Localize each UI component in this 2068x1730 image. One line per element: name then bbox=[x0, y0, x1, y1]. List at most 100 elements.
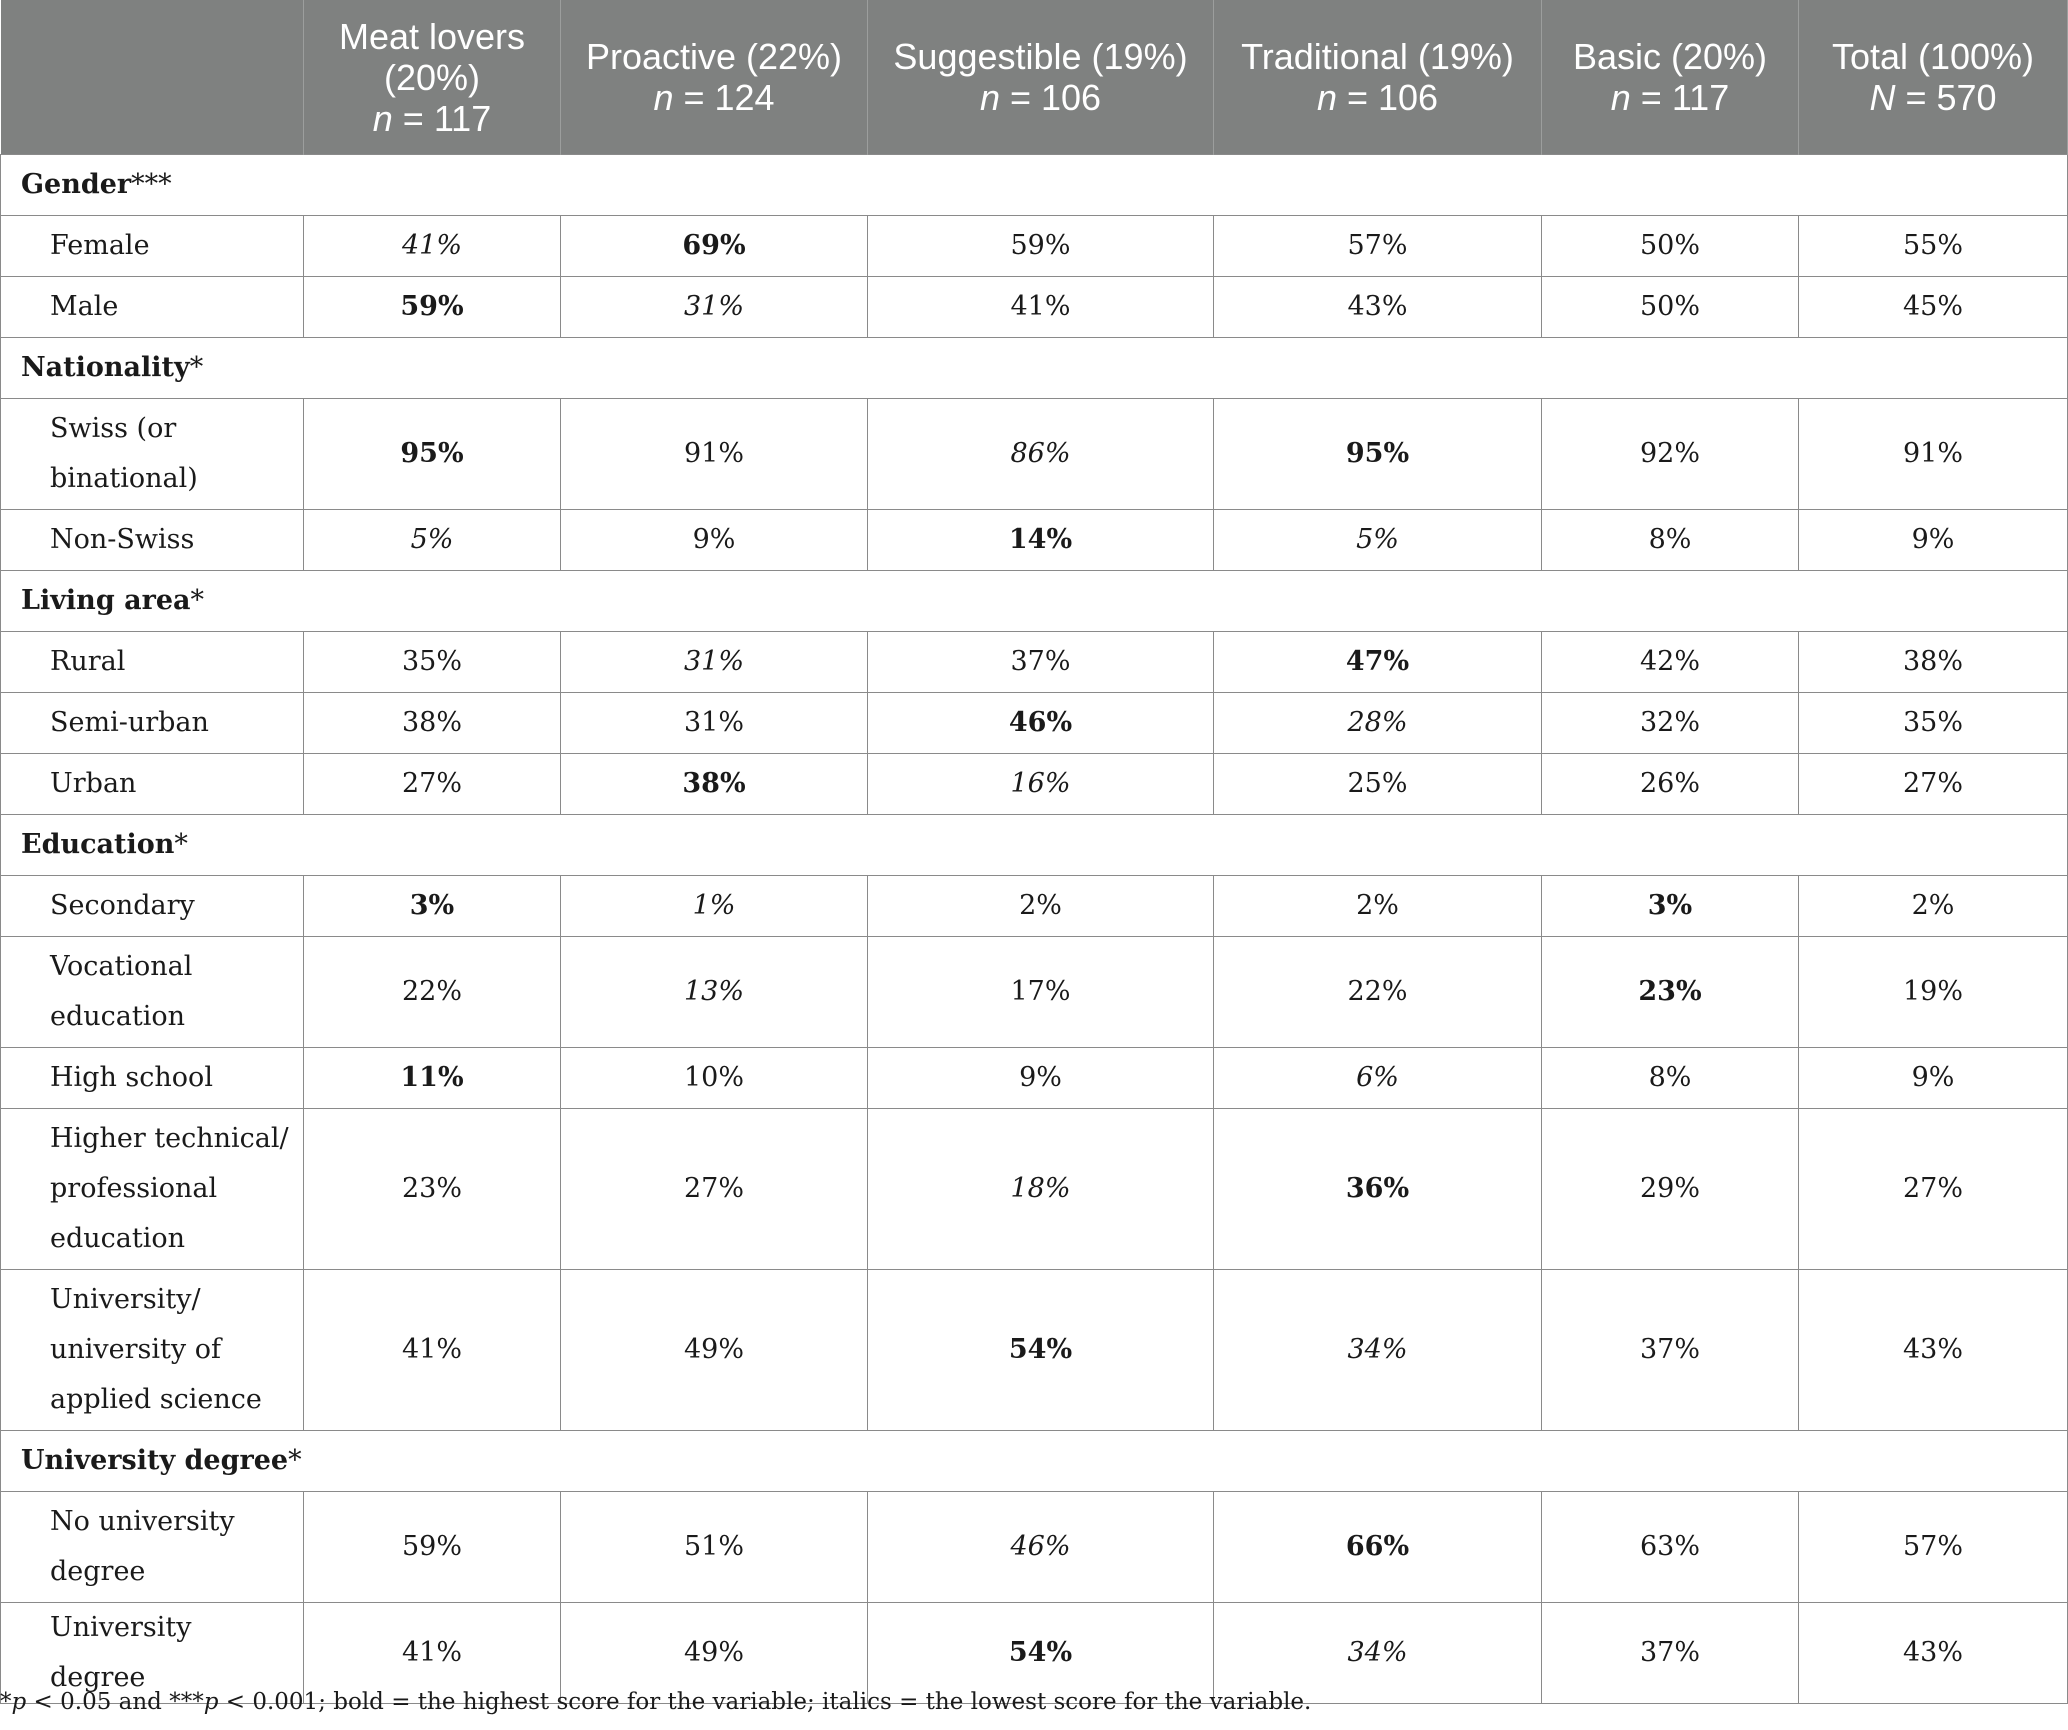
table-cell: 10% bbox=[560, 1047, 868, 1109]
footnote-prefix: * bbox=[0, 1689, 12, 1715]
table-cell: 2% bbox=[1213, 875, 1542, 937]
table-cell: 27% bbox=[303, 753, 561, 815]
table-cell: 9% bbox=[1798, 509, 2068, 571]
table-cell: 26% bbox=[1541, 753, 1799, 815]
table-cell: 31% bbox=[560, 631, 868, 693]
column-header-title: Suggestible (19%) bbox=[893, 36, 1188, 77]
section-row: Gender*** bbox=[0, 154, 2068, 216]
table-cell: 34% bbox=[1213, 1602, 1542, 1704]
section-label-text: Living area bbox=[21, 585, 191, 616]
table-row: Swiss (or binational) 95% 91% 86% 95% 92% 91% bbox=[0, 398, 2068, 510]
row-label-line: Vocational bbox=[50, 951, 193, 982]
column-header-title: (20%) bbox=[383, 56, 481, 98]
table-cell: 25% bbox=[1213, 753, 1542, 815]
sample-size-symbol: n bbox=[979, 77, 1000, 118]
sample-size-symbol: n bbox=[653, 77, 674, 118]
section-label-text: Education bbox=[21, 829, 175, 860]
column-header-sample-size: n = 117 bbox=[310, 98, 554, 139]
footnote-text-1: < 0.05 and *** bbox=[26, 1689, 204, 1715]
section-label-text: University degree bbox=[21, 1445, 289, 1476]
row-label: Semi-urban bbox=[0, 692, 304, 754]
row-label-line: education bbox=[50, 1223, 185, 1254]
table-cell: 27% bbox=[1798, 1108, 2068, 1270]
column-header-title: Basic (20%) bbox=[1572, 36, 1768, 77]
section-label: Education* bbox=[0, 814, 2068, 876]
section-row: University degree* bbox=[0, 1430, 2068, 1492]
table-cell: 22% bbox=[1213, 936, 1542, 1048]
row-label: Female bbox=[0, 215, 304, 277]
table-cell: 19% bbox=[1798, 936, 2068, 1048]
table-cell: 55% bbox=[1798, 215, 2068, 277]
table-cell: 38% bbox=[1798, 631, 2068, 693]
table-cell: 23% bbox=[303, 1108, 561, 1270]
table-cell: 37% bbox=[1541, 1269, 1799, 1431]
row-label: Higher technical/professional education bbox=[0, 1108, 304, 1270]
table-cell: 27% bbox=[560, 1108, 868, 1270]
column-header-sample-size: n = 106 bbox=[1220, 77, 1535, 118]
column-header: Basic (20%) n = 117 bbox=[1541, 0, 1799, 155]
row-label-line: No university bbox=[50, 1506, 235, 1537]
table-cell: 6% bbox=[1213, 1047, 1542, 1109]
table-cell: 38% bbox=[560, 753, 868, 815]
sample-size-symbol: N bbox=[1869, 77, 1896, 118]
row-label-line: applied science bbox=[50, 1384, 262, 1415]
sample-size-value: = 106 bbox=[999, 77, 1102, 118]
table-cell: 63% bbox=[1541, 1491, 1799, 1603]
row-label-line: education bbox=[50, 1001, 185, 1032]
table-row: Urban 27% 38% 16% 25% 26% 27% bbox=[0, 753, 2068, 815]
column-header: Proactive (22%) n = 124 bbox=[560, 0, 868, 155]
sample-size-value: = 570 bbox=[1895, 77, 1997, 118]
sample-size-symbol: n bbox=[372, 97, 393, 139]
table-cell: 95% bbox=[1213, 398, 1542, 510]
table-cell: 11% bbox=[303, 1047, 561, 1109]
table-cell: 91% bbox=[1798, 398, 2068, 510]
column-header: Meat lovers (20%) n = 117 bbox=[303, 0, 561, 155]
significance-marker: * bbox=[288, 1445, 302, 1476]
table-cell: 41% bbox=[303, 1602, 561, 1704]
table-cell: 92% bbox=[1541, 398, 1799, 510]
row-label-line: Higher technical/ bbox=[50, 1123, 289, 1154]
table-footnote: *p < 0.05 and ***p < 0.001; bold = the h… bbox=[0, 1689, 1311, 1715]
table-row: University/university of applied science 4… bbox=[0, 1269, 2068, 1431]
row-label-line: Non-Swiss bbox=[50, 524, 195, 555]
table-cell: 5% bbox=[1213, 509, 1542, 571]
column-header-sample-size: N = 570 bbox=[1805, 77, 2061, 118]
table-cell: 13% bbox=[560, 936, 868, 1048]
table-cell: 3% bbox=[303, 875, 561, 937]
table-cell: 54% bbox=[867, 1269, 1214, 1431]
table-row: No university degree 59% 51% 46% 66% 63% 57% bbox=[0, 1491, 2068, 1603]
table-cell: 16% bbox=[867, 753, 1214, 815]
table-cell: 95% bbox=[303, 398, 561, 510]
footnote-text-2: < 0.001; bold = the highest score for th… bbox=[218, 1689, 1312, 1715]
significance-marker: * bbox=[189, 352, 204, 383]
row-label-line: professional bbox=[50, 1173, 218, 1204]
table-cell: 2% bbox=[1798, 875, 2068, 937]
row-label: University/university of applied science bbox=[0, 1269, 304, 1431]
sample-size-value: = 117 bbox=[392, 97, 492, 139]
row-label: Rural bbox=[0, 631, 304, 693]
table-cell: 49% bbox=[560, 1602, 868, 1704]
header-row: Meat lovers (20%) n = 117 Proactive (22%) n … bbox=[0, 0, 2068, 155]
row-label: Male bbox=[0, 276, 304, 338]
table-cell: 35% bbox=[1798, 692, 2068, 754]
row-label-line: High school bbox=[50, 1062, 213, 1093]
section-row: Living area* bbox=[0, 570, 2068, 632]
table-cell: 42% bbox=[1541, 631, 1799, 693]
table-cell: 36% bbox=[1213, 1108, 1542, 1270]
table-cell: 91% bbox=[560, 398, 868, 510]
sample-size-value: = 117 bbox=[1630, 77, 1730, 118]
table-row: Non-Swiss 5% 9% 14% 5% 8% 9% bbox=[0, 509, 2068, 571]
table-cell: 9% bbox=[1798, 1047, 2068, 1109]
table-cell: 22% bbox=[303, 936, 561, 1048]
table-cell: 28% bbox=[1213, 692, 1542, 754]
table-cell: 59% bbox=[867, 215, 1214, 277]
table-cell: 18% bbox=[867, 1108, 1214, 1270]
table-cell: 9% bbox=[867, 1047, 1214, 1109]
row-label-line: degree bbox=[50, 1556, 146, 1587]
row-label: Non-Swiss bbox=[0, 509, 304, 571]
section-label: Gender*** bbox=[0, 154, 2068, 216]
sample-size-symbol: n bbox=[1316, 77, 1337, 118]
sample-size-symbol: n bbox=[1610, 77, 1631, 118]
